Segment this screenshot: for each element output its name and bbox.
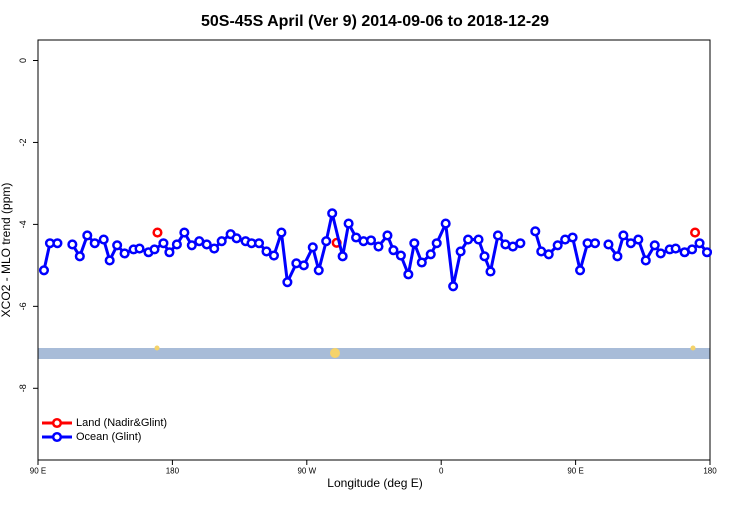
legend-label: Land (Nadir&Glint) — [76, 417, 167, 429]
data-point — [186, 240, 197, 251]
data-point — [276, 227, 287, 238]
data-point — [343, 218, 354, 229]
data-point — [603, 239, 614, 250]
data-point — [431, 238, 442, 249]
data-point — [382, 230, 393, 241]
data-point — [261, 246, 272, 257]
data-point — [455, 246, 466, 257]
data-point — [425, 249, 436, 260]
chart-title: 50S-45S April (Ver 9) 2014-09-06 to 2018… — [201, 13, 549, 30]
data-point — [403, 269, 414, 280]
data-point — [134, 243, 145, 254]
data-point — [313, 265, 324, 276]
data-point — [649, 240, 660, 251]
data-point — [409, 238, 420, 249]
data-point — [98, 234, 109, 245]
data-point — [485, 266, 496, 277]
data-point — [253, 238, 265, 249]
y-tick-label: -8 — [18, 384, 28, 392]
data-point — [74, 251, 85, 262]
y-tick-label: -4 — [18, 220, 28, 228]
data-point — [38, 265, 50, 276]
data-point — [552, 240, 563, 251]
data-point — [365, 235, 377, 246]
data-point — [670, 243, 681, 254]
y-axis-label: XCO2 - MLO trend (ppm) — [0, 183, 13, 318]
data-point — [268, 250, 279, 261]
coverage-dot — [330, 348, 340, 358]
data-point — [687, 244, 698, 255]
y-tick-label: -6 — [18, 302, 28, 310]
x-tick-label: 180 — [703, 467, 717, 476]
data-point — [492, 230, 503, 241]
data-point — [307, 242, 318, 253]
data-point — [119, 248, 130, 259]
data-point — [216, 236, 227, 247]
data-point — [104, 255, 115, 266]
data-point — [282, 277, 293, 288]
data-point — [152, 227, 163, 238]
y-tick-label: 0 — [18, 58, 28, 63]
data-point — [589, 238, 601, 249]
data-point — [171, 239, 182, 250]
data-point — [690, 227, 701, 238]
data-point — [440, 218, 451, 229]
y-tick-label: -2 — [18, 138, 28, 146]
x-tick-label: 90 W — [297, 467, 316, 476]
x-tick-label: 0 — [439, 467, 444, 476]
data-point — [373, 241, 384, 252]
data-point — [395, 250, 406, 261]
data-point — [473, 234, 484, 245]
data-point — [209, 243, 220, 254]
legend-label: Ocean (Glint) — [76, 431, 141, 443]
data-point — [625, 238, 636, 249]
data-point — [530, 226, 541, 237]
data-point — [298, 260, 309, 271]
x-tick-label: 90 E — [30, 467, 46, 476]
data-point — [575, 265, 586, 276]
data-point — [543, 249, 554, 260]
data-point — [52, 238, 63, 249]
data-point — [201, 239, 212, 250]
legend-marker — [51, 417, 63, 429]
data-point — [67, 239, 78, 250]
data-point — [618, 230, 629, 241]
data-point — [82, 230, 93, 241]
data-point — [89, 238, 100, 249]
data-point — [448, 281, 459, 292]
x-tick-label: 90 E — [567, 467, 583, 476]
data-point — [416, 257, 427, 268]
data-point — [327, 208, 338, 219]
data-point — [640, 255, 651, 266]
data-point — [463, 234, 474, 245]
data-point — [231, 233, 242, 244]
data-point — [515, 238, 526, 249]
data-point — [694, 238, 705, 249]
data-point — [321, 236, 332, 247]
coverage-dot — [690, 345, 696, 351]
data-point — [112, 240, 123, 251]
coverage-band — [38, 348, 710, 359]
data-point — [655, 248, 666, 259]
data-point — [388, 245, 399, 256]
data-point — [633, 234, 644, 245]
data-point — [149, 244, 160, 255]
data-point — [158, 238, 169, 249]
data-point — [164, 247, 175, 258]
data-point — [701, 247, 713, 258]
data-point — [479, 251, 490, 262]
legend-marker — [51, 431, 63, 443]
data-point — [612, 251, 623, 262]
x-axis-label: Longitude (deg E) — [327, 476, 422, 490]
x-tick-label: 180 — [166, 467, 180, 476]
data-point — [567, 232, 578, 243]
data-point — [351, 232, 362, 243]
data-point — [179, 227, 190, 238]
coverage-dot — [154, 345, 160, 351]
data-point — [337, 251, 348, 262]
